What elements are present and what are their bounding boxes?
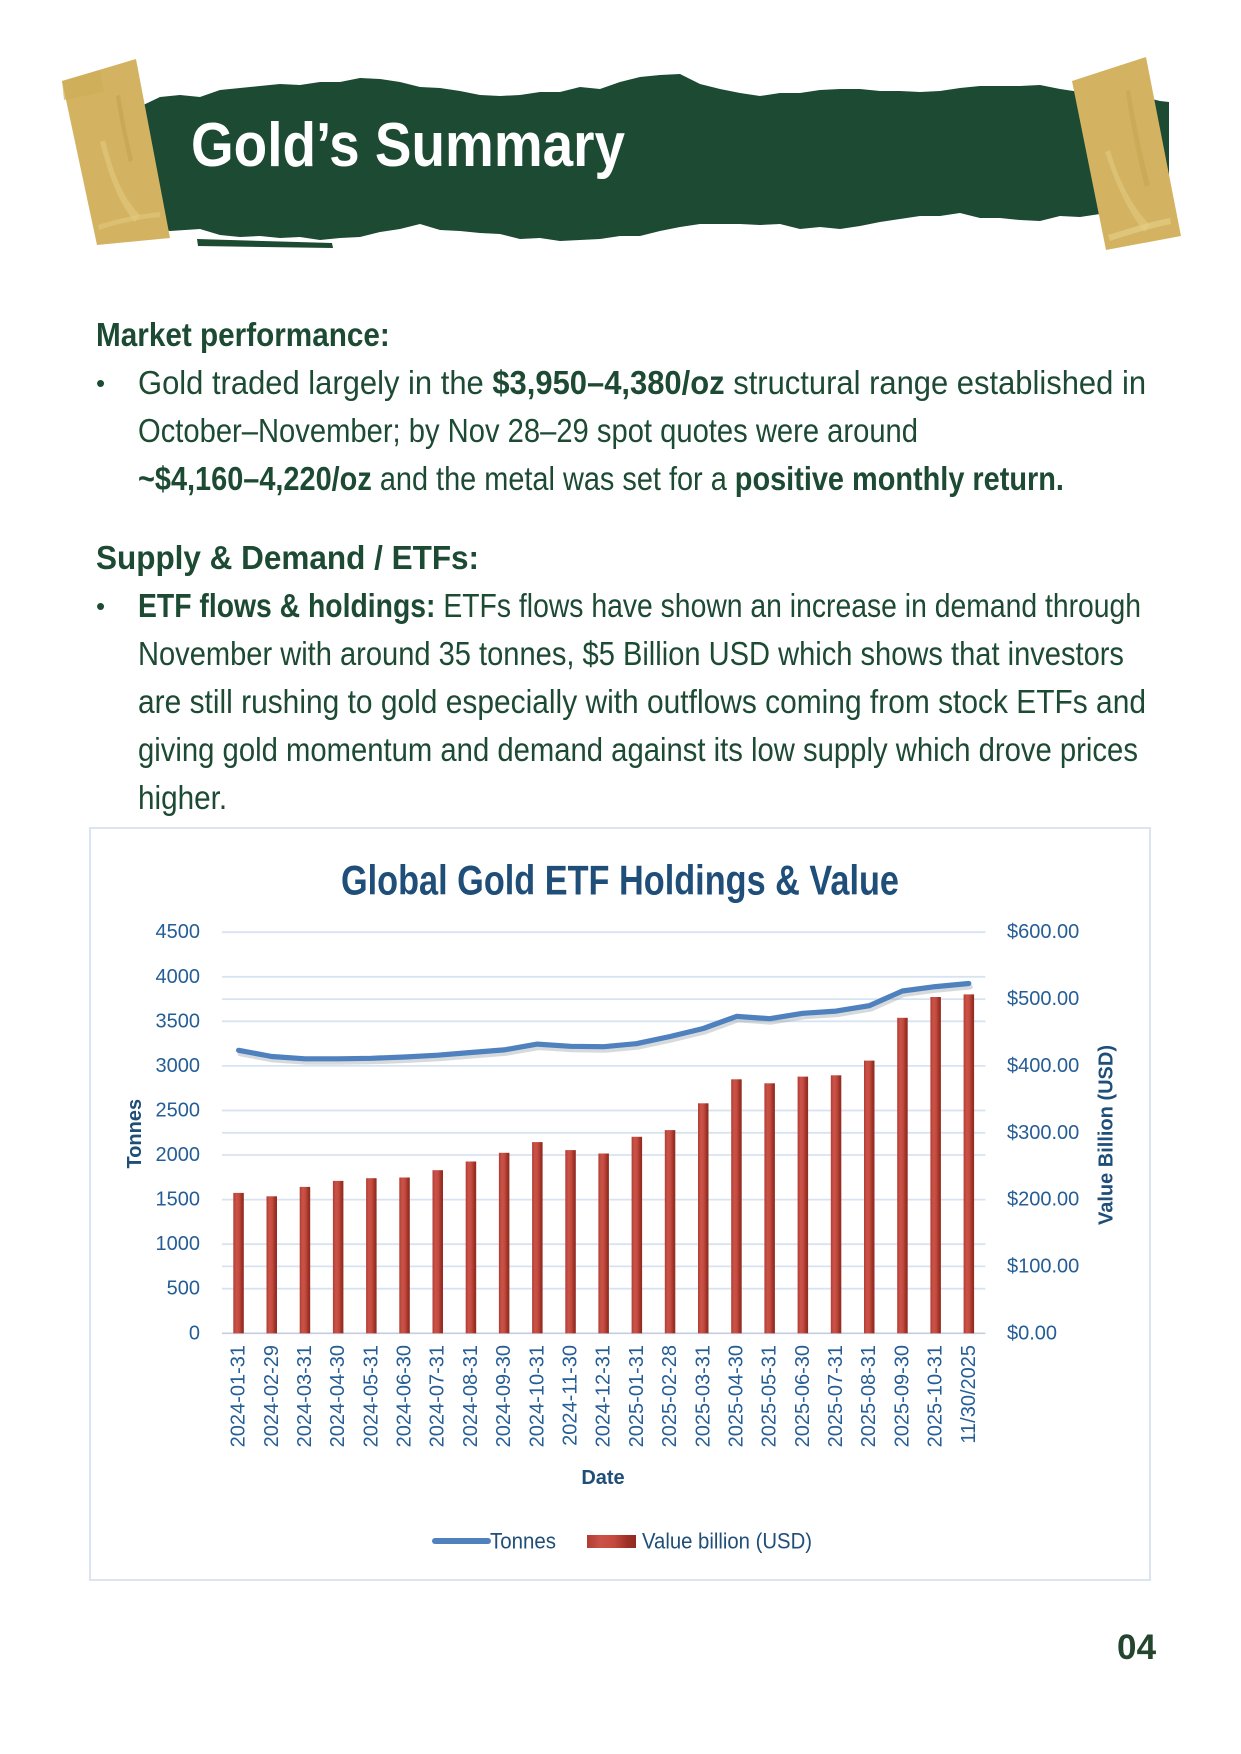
svg-text:$200.00: $200.00: [1007, 1189, 1079, 1211]
svg-text:2024-04-30: 2024-04-30: [327, 1345, 349, 1447]
svg-text:Value billion (USD): Value billion (USD): [642, 1529, 812, 1554]
svg-text:2025-04-30: 2025-04-30: [726, 1345, 748, 1447]
svg-text:2025-09-30: 2025-09-30: [891, 1345, 913, 1447]
svg-text:3000: 3000: [156, 1055, 201, 1077]
svg-text:$100.00: $100.00: [1007, 1255, 1079, 1277]
svg-text:$400.00: $400.00: [1007, 1055, 1079, 1077]
svg-text:2024-11-30: 2024-11-30: [560, 1345, 582, 1446]
svg-text:$600.00: $600.00: [1007, 921, 1079, 943]
svg-text:Date: Date: [581, 1467, 624, 1489]
svg-text:Tonnes: Tonnes: [490, 1529, 556, 1554]
svg-text:2024-10-31: 2024-10-31: [526, 1345, 548, 1447]
svg-text:2025-08-31: 2025-08-31: [858, 1345, 880, 1447]
svg-text:2024-03-31: 2024-03-31: [294, 1345, 316, 1447]
svg-text:2025-07-31: 2025-07-31: [825, 1345, 847, 1447]
svg-text:2024-09-30: 2024-09-30: [493, 1345, 515, 1447]
svg-text:2025-01-31: 2025-01-31: [626, 1345, 648, 1447]
svg-text:1000: 1000: [156, 1233, 201, 1255]
svg-text:2025-02-28: 2025-02-28: [659, 1345, 681, 1447]
svg-text:$0.00: $0.00: [1007, 1322, 1057, 1344]
svg-text:4000: 4000: [156, 966, 201, 988]
svg-text:0: 0: [189, 1322, 200, 1344]
svg-text:3500: 3500: [156, 1010, 201, 1032]
svg-text:$300.00: $300.00: [1007, 1122, 1079, 1144]
svg-text:2025-10-31: 2025-10-31: [925, 1345, 947, 1447]
svg-text:Global Gold ETF Holdings & Val: Global Gold ETF Holdings & Value: [341, 857, 899, 904]
svg-text:2025-06-30: 2025-06-30: [792, 1345, 814, 1447]
svg-text:Tonnes: Tonnes: [124, 1099, 146, 1169]
svg-text:Value Billion (USD): Value Billion (USD): [1096, 1045, 1118, 1225]
svg-text:2024-07-31: 2024-07-31: [427, 1345, 449, 1447]
svg-text:2500: 2500: [156, 1100, 201, 1122]
svg-text:2024-05-31: 2024-05-31: [360, 1345, 382, 1447]
svg-text:4500: 4500: [156, 921, 201, 943]
svg-text:2024-08-31: 2024-08-31: [460, 1345, 482, 1447]
svg-text:2025-03-31: 2025-03-31: [692, 1345, 714, 1447]
svg-text:2000: 2000: [156, 1144, 201, 1166]
svg-text:2024-06-30: 2024-06-30: [394, 1345, 416, 1447]
svg-text:500: 500: [167, 1278, 200, 1300]
svg-text:2024-02-29: 2024-02-29: [261, 1345, 283, 1447]
svg-text:$500.00: $500.00: [1007, 988, 1079, 1010]
svg-text:1500: 1500: [156, 1189, 201, 1211]
svg-text:11/30/2025: 11/30/2025: [958, 1345, 980, 1444]
svg-text:2024-01-31: 2024-01-31: [228, 1345, 250, 1447]
svg-text:2025-05-31: 2025-05-31: [759, 1345, 781, 1447]
svg-text:2024-12-31: 2024-12-31: [593, 1345, 615, 1447]
